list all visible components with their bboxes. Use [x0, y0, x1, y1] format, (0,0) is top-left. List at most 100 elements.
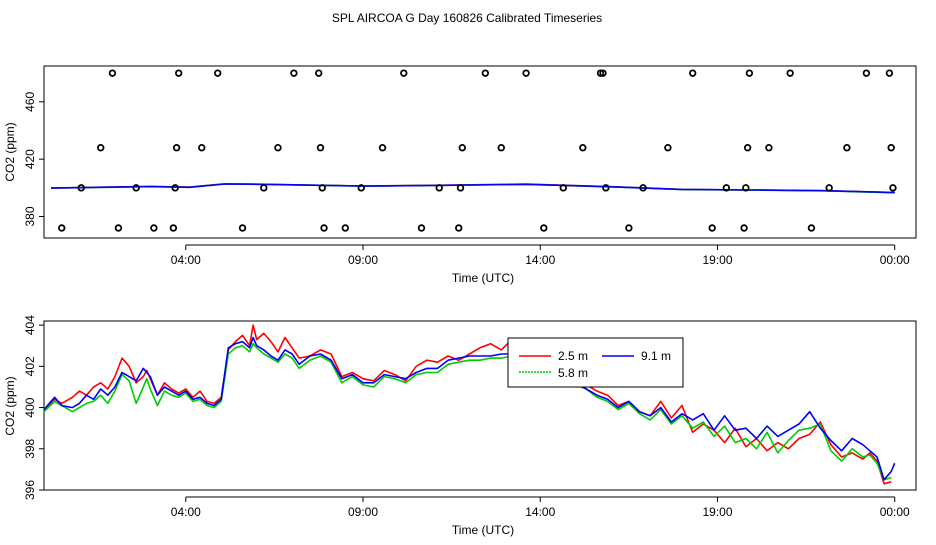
calibration-point [889, 184, 897, 192]
calibration-point [417, 224, 426, 232]
calibration-point [260, 184, 268, 192]
calibration-point [639, 184, 647, 192]
top-plot-frame [43, 65, 917, 239]
calibration-point [290, 69, 298, 77]
x-tick-label: 00:00 [880, 253, 910, 267]
calibration-point [318, 184, 326, 192]
calibration-point [743, 143, 752, 152]
calibration-point [341, 224, 350, 232]
calibration-point [722, 184, 731, 192]
legend-box [507, 337, 684, 388]
calibration-point [97, 143, 105, 152]
calibration-point [238, 224, 247, 232]
x-tick-label: 04:00 [171, 253, 201, 267]
bottom-plot-frame [43, 320, 917, 491]
calibration-point [357, 184, 365, 192]
bottom-panel: 396 398 400 402 404 04:00 09:00 14:00 19:00 00:0… [3, 315, 917, 537]
y-tick-label: 404 [23, 315, 37, 335]
bottom-y-axis-label: CO2 (ppm) [3, 376, 17, 435]
calibration-point [596, 69, 605, 77]
calibration-point [108, 69, 117, 77]
calibration-point [198, 143, 206, 152]
top-x-axis: 04:00 09:00 14:00 19:00 00:00 [171, 244, 910, 267]
calibration-point [664, 143, 672, 152]
calibration-point [825, 184, 833, 192]
legend-label-5-8m: 5.8 m [558, 366, 588, 380]
y-tick-label: 380 [23, 206, 37, 226]
x-tick-label: 09:00 [348, 253, 378, 267]
legend-label-2-5m: 2.5 m [558, 349, 588, 363]
top-series-lines [51, 183, 895, 194]
calibration-point [114, 224, 123, 232]
calibration-point [765, 143, 773, 152]
calibration-point [862, 69, 871, 77]
calibration-point [150, 224, 158, 232]
calibration-point [599, 69, 607, 77]
calibration-point [708, 224, 716, 232]
y-tick-label: 460 [23, 92, 37, 112]
calibration-point [458, 143, 466, 152]
calibration-point [132, 184, 140, 192]
y-tick-label: 402 [23, 356, 37, 376]
calibration-point [316, 143, 325, 152]
calibration-point [885, 69, 894, 77]
calibration-point [315, 69, 323, 77]
calibration-point [887, 143, 895, 152]
series-line-9-1-m [51, 183, 895, 194]
calibration-point [213, 69, 222, 77]
calibration-point [77, 184, 85, 192]
x-tick-label: 09:00 [348, 505, 378, 519]
series-line-5-8-m [43, 342, 892, 481]
top-y-axis-label: CO2 (ppm) [3, 122, 17, 181]
bottom-x-axis: 04:00 09:00 14:00 19:00 00:00 [171, 496, 910, 519]
top-y-axis: 380 420 460 [23, 92, 44, 227]
x-tick-label: 19:00 [702, 505, 732, 519]
calibration-point [740, 224, 748, 232]
y-tick-label: 400 [23, 397, 37, 417]
calibration-point [540, 224, 548, 232]
calibration-point [435, 184, 443, 192]
legend-label-9-1m: 9.1 m [641, 349, 671, 363]
figure-title: SPL AIRCOA G Day 160826 Calibrated Times… [332, 11, 602, 25]
calibration-point [522, 69, 530, 77]
series-line-2-5-m [43, 324, 892, 485]
series-line-9-1-m [43, 336, 896, 481]
calibration-point [843, 143, 851, 152]
top-x-axis-label: Time (UTC) [452, 271, 514, 285]
calibration-point [625, 224, 633, 232]
calibration-point [400, 69, 408, 77]
calibration-point [579, 143, 587, 152]
calibration-point [171, 184, 179, 192]
x-tick-label: 14:00 [525, 505, 555, 519]
top-panel: 380 420 460 04:00 09:00 14:00 19:00 00:00 Time… [3, 65, 917, 285]
calibration-point [497, 143, 505, 152]
calibration-point [456, 184, 465, 192]
calibration-point [688, 69, 697, 77]
calibration-point [174, 69, 183, 77]
calibration-point [742, 184, 750, 192]
calibration-point [274, 143, 282, 152]
bottom-x-axis-label: Time (UTC) [452, 523, 514, 537]
bottom-y-axis: 396 398 400 402 404 [23, 315, 44, 500]
calibration-point [481, 69, 490, 77]
calibration-point [559, 184, 568, 192]
calibration-point [172, 143, 181, 152]
y-tick-label: 396 [23, 480, 37, 500]
calibration-point [786, 69, 794, 77]
y-tick-label: 398 [23, 438, 37, 458]
calibration-point [807, 224, 816, 232]
y-tick-label: 420 [23, 149, 37, 169]
calibration-point [320, 224, 328, 232]
calibration-point [745, 69, 754, 77]
legend: 2.5 m 9.1 m 5.8 m [507, 337, 684, 388]
calibration-point [455, 224, 463, 232]
calibration-point [58, 224, 66, 232]
x-tick-label: 00:00 [880, 505, 910, 519]
x-tick-label: 04:00 [171, 505, 201, 519]
calibration-point [378, 143, 387, 152]
calibration-point [169, 224, 178, 232]
bottom-series-lines [43, 324, 896, 485]
top-calibration-points [58, 69, 897, 232]
x-tick-label: 19:00 [702, 253, 732, 267]
